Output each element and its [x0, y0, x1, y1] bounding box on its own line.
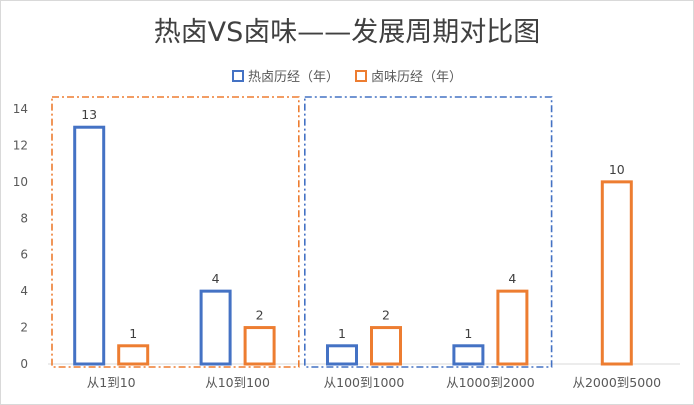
x-category-label: 从100到1000: [324, 375, 405, 390]
bar-series-1: [117, 344, 150, 366]
bar-data-label: 4: [212, 271, 220, 286]
y-tick-label: 12: [13, 138, 28, 152]
legend-item-series-1: 卤味历经（年）: [355, 66, 462, 85]
bar-data-label: 2: [382, 308, 390, 323]
bar-data-label: 4: [508, 271, 516, 286]
y-tick-label: 8: [20, 211, 28, 225]
bar-data-label: 1: [129, 326, 137, 341]
bar-series-1: [496, 289, 529, 366]
bar-data-label: 2: [256, 308, 264, 323]
y-tick-label: 4: [20, 284, 28, 298]
x-category-label: 从1到10: [87, 375, 136, 390]
legend-label-series-0: 热卤历经（年）: [247, 70, 339, 85]
bar-data-label: 1: [464, 326, 472, 341]
bar-series-1: [600, 180, 633, 366]
y-tick-label: 2: [20, 321, 28, 335]
bar-series-1: [370, 326, 402, 366]
x-category-label: 从10到100: [205, 375, 270, 390]
bar-data-label: 10: [609, 162, 625, 177]
legend-item-series-0: 热卤历经（年）: [231, 66, 339, 85]
x-category-label: 从2000到5000: [572, 375, 661, 390]
legend-label-series-1: 卤味历经（年）: [371, 70, 463, 85]
annotation-box-0: [51, 96, 300, 368]
chart-legend: 热卤历经（年） 卤味历经（年）: [0, 66, 694, 85]
y-tick-label: 6: [20, 248, 28, 262]
y-tick-label: 14: [13, 102, 28, 116]
chart-title: 热卤VS卤味——发展周期对比图: [153, 17, 541, 48]
bar-data-label: 13: [81, 107, 97, 122]
bar-series-0: [199, 289, 232, 366]
annotation-box-1: [303, 96, 553, 368]
legend-swatch-series-1: [355, 69, 367, 82]
bar-series-0: [452, 344, 485, 366]
bar-series-0: [326, 344, 358, 366]
bar-data-label: 1: [338, 326, 346, 341]
y-tick-label: 0: [20, 357, 28, 371]
bar-series-0: [73, 125, 106, 366]
legend-swatch-series-0: [231, 69, 244, 82]
bar-series-1: [243, 326, 276, 366]
x-category-label: 从1000到2000: [446, 375, 535, 390]
y-tick-label: 10: [13, 175, 28, 189]
